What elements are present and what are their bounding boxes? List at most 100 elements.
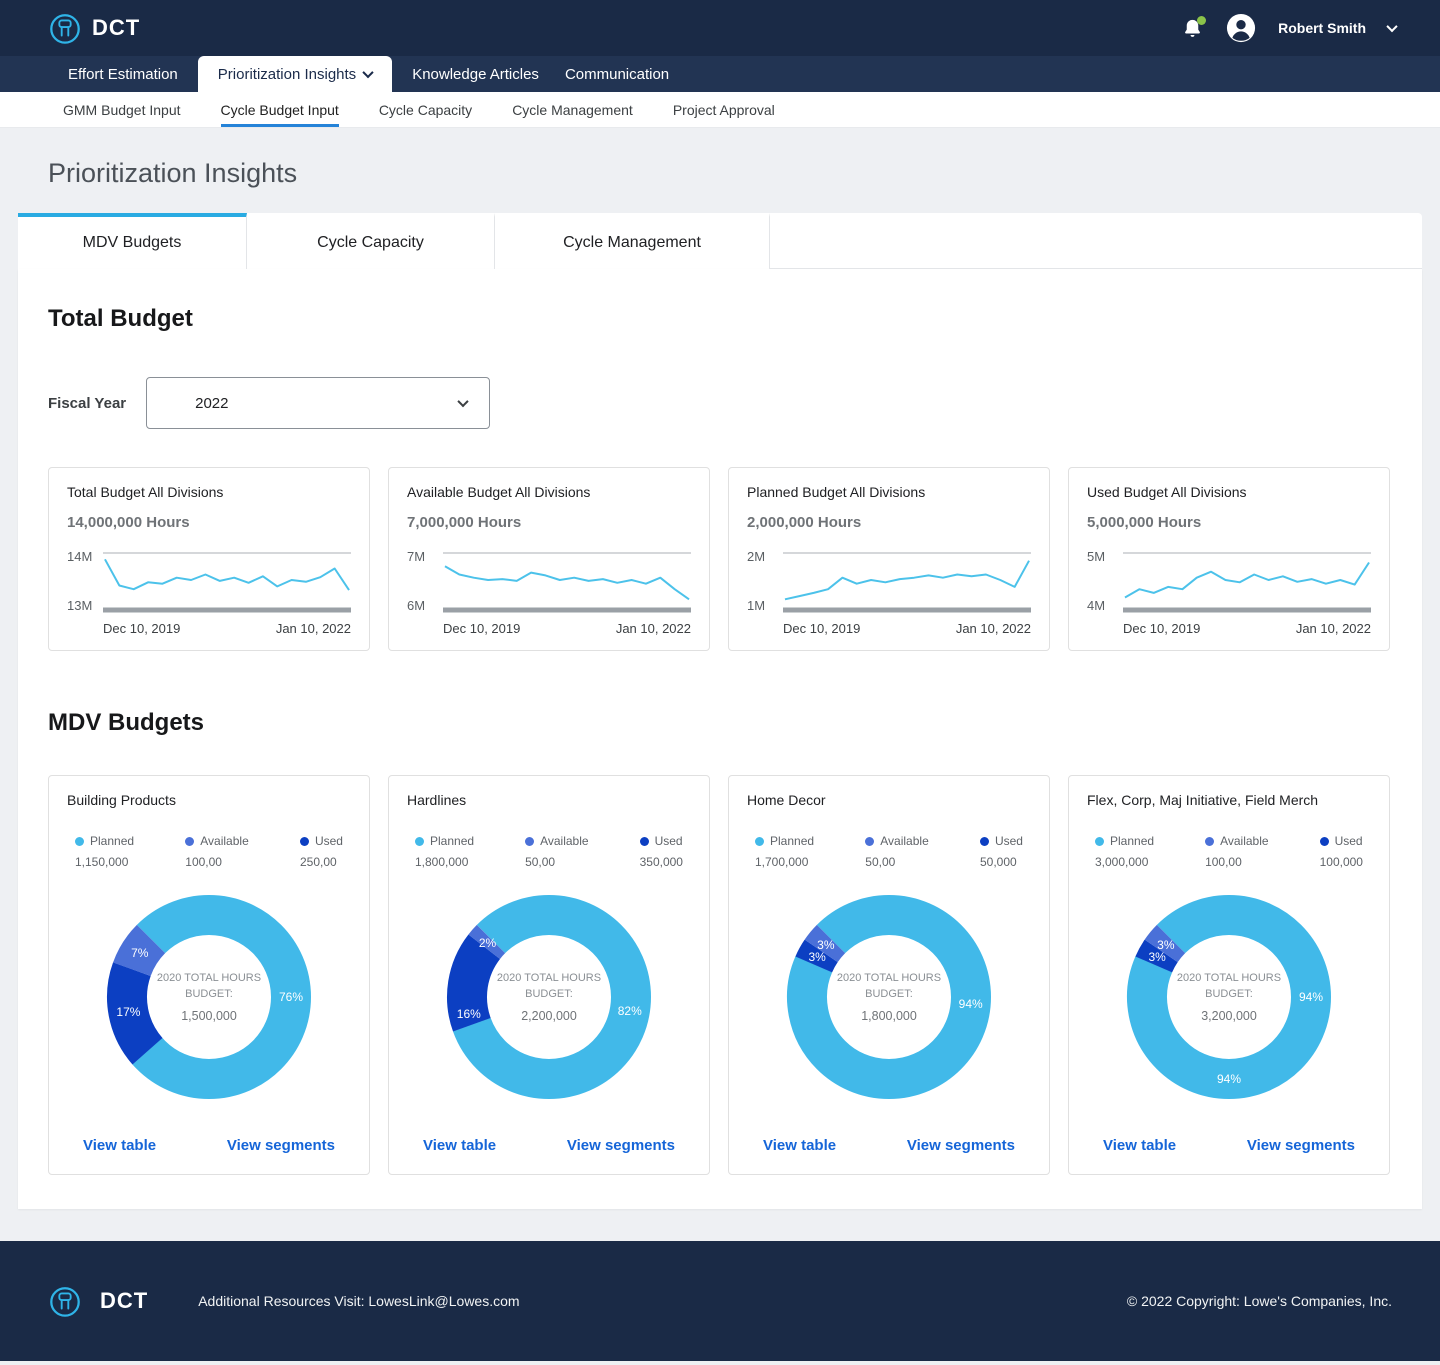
view-table-link[interactable]: View table <box>83 1137 157 1154</box>
x-end-label: Jan 10, 2022 <box>275 621 351 636</box>
card-title: Building Products <box>67 792 176 808</box>
notifications-button[interactable] <box>1181 15 1207 40</box>
sparkline-chart <box>783 549 1031 613</box>
donut-chart: 2020 TOTAL HOURS BUDGET: 3,200,000 94% 3%… <box>1119 887 1339 1107</box>
used-dot-icon <box>639 836 649 846</box>
view-table-link[interactable]: View table <box>423 1137 497 1154</box>
view-segments-link[interactable]: View segments <box>906 1137 1015 1154</box>
legend-item-used: Used 50,000 <box>979 834 1023 869</box>
home-decor-card: Home Decor Planned 1,700,000 Available 5… <box>728 775 1050 1175</box>
user-avatar[interactable] <box>1226 13 1256 43</box>
tab-row-filler <box>770 213 1422 269</box>
total-budget-card: Total Budget All Divisions 14,000,000 Ho… <box>48 467 370 651</box>
available-dot-icon <box>185 836 195 846</box>
card-value: 5,000,000 Hours <box>1087 514 1202 531</box>
legend-item-used: Used 100,000 <box>1319 834 1363 869</box>
subnav-item-project-approval[interactable]: Project Approval <box>672 101 775 118</box>
used-dot-icon <box>299 836 309 846</box>
content-card: Total Budget Fiscal Year 2022 Total Budg… <box>18 269 1422 1209</box>
used-dot-icon <box>979 836 989 846</box>
view-table-link[interactable]: View table <box>1103 1137 1177 1154</box>
user-menu[interactable]: Robert Smith <box>1278 20 1366 36</box>
app-header: DCT Robert Smith <box>0 0 1440 56</box>
tab-cycle-capacity[interactable]: Cycle Capacity <box>247 213 495 269</box>
subnav-item-cycle-management[interactable]: Cycle Management <box>512 101 633 118</box>
subnav-item-cycle-capacity[interactable]: Cycle Capacity <box>378 101 473 118</box>
card-title: Used Budget All Divisions <box>1087 484 1247 500</box>
sparkline-chart <box>103 549 351 613</box>
card-title: Available Budget All Divisions <box>407 484 591 500</box>
fiscal-year-label: Fiscal Year <box>48 394 127 412</box>
subnav-item-cycle-budget-input[interactable]: Cycle Budget Input <box>220 92 339 127</box>
footer-resources-text: Additional Resources Visit: LowesLink@Lo… <box>198 1293 520 1309</box>
view-segments-link[interactable]: View segments <box>226 1137 335 1154</box>
donut-chart: 2020 TOTAL HOURS BUDGET: 2,200,000 82% 16… <box>439 887 659 1107</box>
sparkline-chart <box>443 549 691 613</box>
donut-chart: 2020 TOTAL HOURS BUDGET: 1,800,000 94% 3%… <box>779 887 999 1107</box>
legend-item-planned: Planned 1,150,000 <box>75 834 135 869</box>
nav-item-communication[interactable]: Communication <box>564 65 670 83</box>
card-title: Planned Budget All Divisions <box>747 484 926 500</box>
nav-item-prioritization-insights[interactable]: Prioritization Insights <box>197 56 393 92</box>
x-end-label: Jan 10, 2022 <box>955 621 1031 636</box>
x-end-label: Jan 10, 2022 <box>1295 621 1371 636</box>
y-max-label: 2M <box>747 549 766 564</box>
used-budget-card: Used Budget All Divisions 5,000,000 Hour… <box>1068 467 1390 651</box>
building-products-card: Building Products Planned 1,150,000 Avai… <box>48 775 370 1175</box>
fiscal-year-value: 2022 <box>195 394 229 412</box>
tab-cycle-management[interactable]: Cycle Management <box>495 213 770 269</box>
y-max-label: 14M <box>67 549 93 564</box>
y-max-label: 7M <box>407 549 426 564</box>
available-dot-icon <box>525 836 535 846</box>
card-title: Flex, Corp, Maj Initiative, Field Merch <box>1087 792 1319 808</box>
mdv-budgets-heading: MDV Budgets <box>48 709 204 736</box>
budget-tabs: MDV Budgets Cycle Capacity Cycle Managem… <box>18 213 1422 269</box>
legend: Planned 3,000,000 Available 100,00 Used … <box>1087 834 1371 869</box>
y-min-label: 6M <box>407 598 426 613</box>
planned-budget-card: Planned Budget All Divisions 2,000,000 H… <box>728 467 1050 651</box>
used-dot-icon <box>1319 836 1329 846</box>
legend-item-available: Available 100,00 <box>185 834 249 869</box>
fiscal-year-select[interactable]: 2022 <box>146 377 491 429</box>
legend-item-used: Used 350,000 <box>639 834 683 869</box>
card-title: Home Decor <box>747 792 826 808</box>
planned-dot-icon <box>415 836 424 846</box>
sparkline-chart <box>1123 549 1371 613</box>
legend-item-planned: Planned 1,800,000 <box>415 834 475 869</box>
card-value: 7,000,000 Hours <box>407 514 522 531</box>
donut-chart: 2020 TOTAL HOURS BUDGET: 1,500,000 76% 17… <box>99 887 319 1107</box>
x-start-label: Dec 10, 2019 <box>103 621 181 636</box>
card-title: Total Budget All Divisions <box>67 484 224 500</box>
legend-item-available: Available 50,00 <box>525 834 589 869</box>
view-table-link[interactable]: View table <box>763 1137 837 1154</box>
legend-item-available: Available 100,00 <box>1205 834 1269 869</box>
planned-dot-icon <box>75 836 84 846</box>
card-title: Hardlines <box>407 792 467 808</box>
tab-mdv-budgets[interactable]: MDV Budgets <box>18 213 247 269</box>
legend-item-planned: Planned 3,000,000 <box>1095 834 1155 869</box>
y-min-label: 13M <box>67 598 93 613</box>
chevron-down-icon <box>362 66 374 79</box>
notification-badge <box>1197 15 1207 25</box>
secondary-nav: GMM Budget Input Cycle Budget Input Cycl… <box>0 92 1440 128</box>
view-segments-link[interactable]: View segments <box>1246 1137 1355 1154</box>
x-start-label: Dec 10, 2019 <box>443 621 521 636</box>
legend: Planned 1,700,000 Available 50,00 Used 5… <box>747 834 1031 869</box>
hardlines-card: Hardlines Planned 1,800,000 Available 50… <box>388 775 710 1175</box>
user-menu-chevron-icon[interactable] <box>1386 20 1398 33</box>
subnav-item-gmm-budget-input[interactable]: GMM Budget Input <box>63 101 181 118</box>
view-segments-link[interactable]: View segments <box>566 1137 675 1154</box>
x-start-label: Dec 10, 2019 <box>1123 621 1201 636</box>
x-start-label: Dec 10, 2019 <box>783 621 861 636</box>
available-budget-card: Available Budget All Divisions 7,000,000… <box>388 467 710 651</box>
bell-icon <box>1181 17 1204 40</box>
flex-corp-card: Flex, Corp, Maj Initiative, Field Merch … <box>1068 775 1390 1175</box>
nav-item-knowledge-articles[interactable]: Knowledge Articles <box>412 65 539 83</box>
primary-nav: Effort Estimation Prioritization Insight… <box>0 56 1440 92</box>
dct-logo-icon <box>48 11 82 45</box>
footer-copyright: © 2022 Copyright: Lowe's Companies, Inc. <box>1126 1293 1392 1309</box>
nav-item-effort-estimation[interactable]: Effort Estimation <box>68 65 178 83</box>
footer-app-name: DCT <box>100 1288 149 1313</box>
y-min-label: 1M <box>747 598 766 613</box>
y-max-label: 5M <box>1087 549 1106 564</box>
